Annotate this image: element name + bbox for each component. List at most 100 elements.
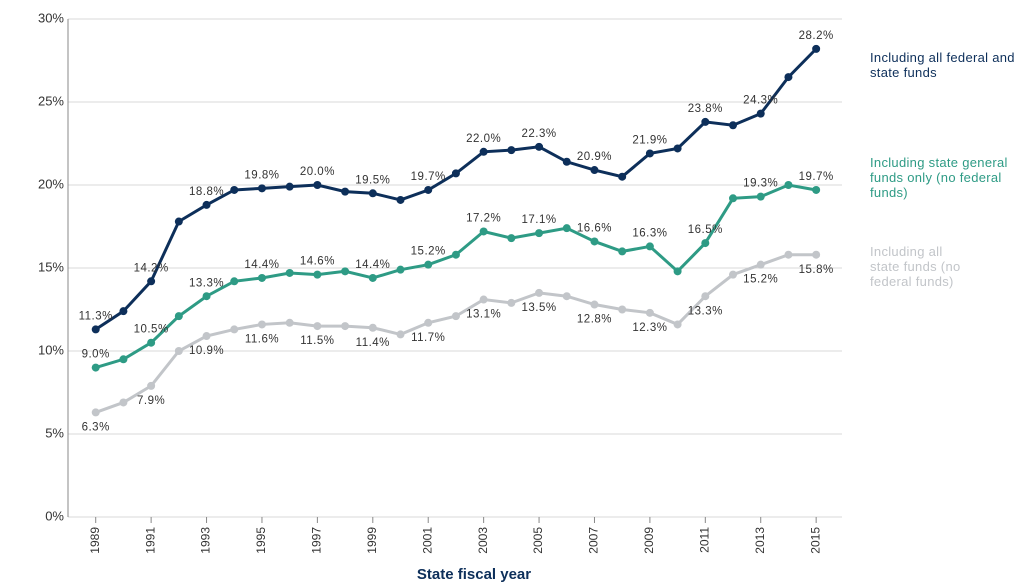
data-label: 7.9% (137, 395, 165, 407)
y-tick-label: 10% (38, 342, 64, 357)
data-point (756, 192, 765, 201)
data-point (784, 73, 793, 82)
data-point (174, 312, 183, 321)
data-point (756, 260, 765, 269)
data-label: 6.3% (82, 421, 110, 433)
data-point (285, 182, 294, 191)
data-point (368, 273, 377, 282)
data-label: 16.6% (577, 222, 612, 234)
data-point (812, 250, 821, 259)
x-tick-label: 2001 (420, 527, 434, 554)
data-label: 19.8% (244, 169, 279, 181)
data-point (812, 185, 821, 194)
x-tick-label: 2013 (753, 527, 767, 554)
data-point (313, 181, 322, 189)
y-tick-label: 25% (38, 93, 64, 108)
data-point (341, 322, 350, 331)
x-axis-title: State fiscal year (417, 566, 531, 583)
data-point (230, 277, 239, 286)
data-label: 9.0% (82, 349, 110, 361)
data-point (590, 166, 599, 175)
x-tick-label: 1999 (365, 527, 379, 554)
data-label: 21.9% (632, 134, 667, 146)
data-point (147, 338, 156, 347)
data-point (313, 270, 322, 279)
data-point (535, 142, 544, 151)
data-label: 20.0% (300, 166, 335, 178)
data-point (451, 250, 460, 259)
data-label: 23.8% (688, 103, 723, 115)
data-point (701, 239, 710, 248)
data-label: 11.6% (245, 333, 279, 345)
data-label: 16.5% (688, 224, 723, 236)
data-point (618, 247, 627, 256)
x-tick-label: 2015 (808, 527, 822, 554)
data-point (507, 234, 516, 243)
data-label: 11.5% (300, 335, 334, 347)
data-point (230, 185, 239, 194)
data-point (396, 265, 405, 274)
data-point (451, 312, 460, 321)
data-label: 17.1% (521, 214, 556, 226)
y-tick-label: 5% (45, 425, 64, 440)
legend-entry: Including all federal and state funds (870, 50, 1015, 80)
x-tick-label: 1991 (143, 527, 157, 554)
data-point (729, 194, 738, 203)
x-tick-label: 2005 (531, 527, 545, 554)
y-tick-label: 30% (38, 10, 64, 25)
data-point (645, 242, 654, 251)
data-label: 19.5% (355, 174, 390, 186)
data-point (147, 277, 156, 286)
data-label: 17.2% (466, 213, 501, 225)
data-label: 13.3% (688, 305, 723, 317)
data-label: 19.7% (411, 171, 446, 183)
data-point (119, 307, 128, 316)
data-label: 14.2% (134, 262, 169, 274)
x-tick-label: 1997 (310, 527, 324, 554)
x-tick-label: 2007 (587, 527, 601, 554)
data-label: 11.3% (79, 310, 113, 322)
data-point (479, 227, 488, 236)
data-point (424, 260, 433, 269)
data-point (119, 398, 128, 407)
data-label: 14.4% (244, 259, 279, 271)
data-point (673, 320, 682, 329)
data-point (341, 267, 350, 276)
data-label: 13.5% (521, 302, 556, 314)
data-label: 15.2% (743, 274, 778, 286)
data-point (618, 172, 627, 181)
data-label: 20.9% (577, 151, 612, 163)
data-point (202, 332, 211, 341)
data-label: 22.3% (521, 128, 556, 140)
data-point (479, 295, 488, 304)
data-point (784, 250, 793, 259)
data-point (257, 320, 266, 329)
data-point (174, 347, 183, 355)
x-tick-label: 1993 (199, 527, 213, 554)
data-label: 11.4% (356, 337, 390, 349)
data-point (285, 268, 294, 277)
data-point (119, 355, 128, 364)
data-point (396, 195, 405, 204)
x-tick-label: 2003 (476, 527, 490, 554)
y-tick-label: 20% (38, 176, 64, 191)
data-point (645, 149, 654, 158)
data-point (285, 318, 294, 327)
data-label: 16.3% (632, 227, 667, 239)
x-tick-label: 2011 (697, 527, 711, 553)
data-label: 10.5% (134, 324, 169, 336)
data-label: 14.4% (355, 259, 390, 271)
data-point (451, 169, 460, 178)
data-point (645, 308, 654, 317)
data-point (313, 322, 322, 331)
data-point (507, 298, 516, 307)
data-label: 18.8% (189, 186, 224, 198)
data-point (701, 292, 710, 301)
data-point (202, 292, 211, 301)
data-point (562, 157, 571, 166)
data-point (756, 109, 765, 118)
data-point (424, 318, 433, 327)
data-point (368, 189, 377, 198)
data-label: 12.8% (577, 314, 612, 326)
